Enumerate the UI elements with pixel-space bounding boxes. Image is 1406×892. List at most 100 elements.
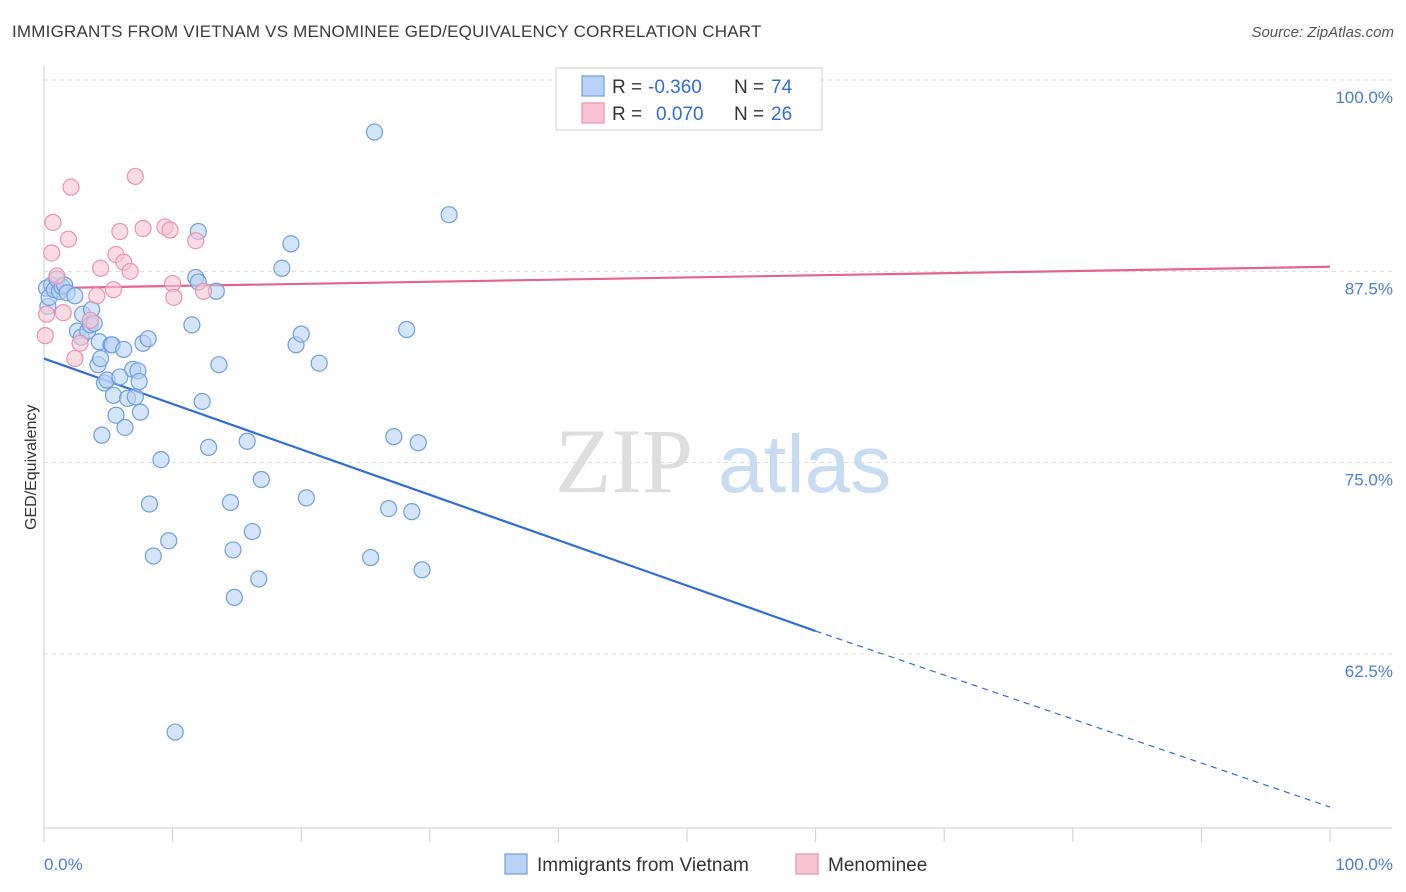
vietnam-point-40 — [144, 547, 162, 565]
trendlines — [43, 265, 1331, 808]
vietnam-point-68 — [385, 428, 403, 446]
y-axis-label: GED/Equivalency — [23, 405, 40, 530]
vietnam-point-39 — [140, 495, 159, 513]
vietnam-point-71 — [409, 434, 427, 452]
menominee-point-7 — [62, 178, 80, 196]
bottom-legend-vietnam-swatch — [504, 853, 528, 875]
legend-vietnam-swatch — [581, 75, 605, 97]
vietnam-point-27 — [107, 406, 125, 424]
menominee-point-1 — [37, 305, 56, 323]
menominee-point-24 — [187, 232, 205, 250]
menominee-point-12 — [91, 259, 110, 277]
vietnam-point-41 — [152, 451, 170, 469]
menominee-point-6 — [59, 230, 78, 248]
series-vietnam-points — [37, 123, 458, 741]
vietnam-trendline-solid — [43, 357, 816, 633]
correlation-legend: R = -0.360 N = 74 R = 0.070 N = 26 — [555, 67, 823, 131]
menominee-point-11 — [88, 287, 106, 305]
vietnam-point-30 — [116, 418, 134, 437]
vietnam-point-66 — [365, 123, 384, 141]
vietnam-point-55 — [238, 432, 256, 450]
vietnam-point-56 — [243, 522, 261, 541]
menominee-point-23 — [165, 288, 183, 306]
legend-r-value-2: 0.070 — [656, 104, 704, 125]
vietnam-point-62 — [292, 325, 310, 343]
vietnam-point-60 — [282, 235, 300, 253]
vietnam-point-38 — [139, 330, 157, 348]
menominee-point-18 — [126, 167, 144, 186]
y-tick-label-1: 75.0% — [1345, 471, 1393, 490]
legend-n-value-2: 26 — [771, 104, 792, 125]
menominee-point-15 — [111, 222, 129, 241]
menominee-point-0 — [36, 327, 54, 345]
vietnam-point-28 — [111, 368, 129, 386]
vietnam-point-51 — [210, 356, 228, 374]
x-tick-label-0: 0.0% — [44, 855, 83, 874]
y-tick-label-0: 62.5% — [1345, 662, 1393, 681]
vietnam-point-57 — [250, 570, 268, 588]
vietnam-point-69 — [398, 320, 416, 339]
bottom-legend-menominee-label: Menominee — [828, 855, 927, 876]
vietnam-point-36 — [131, 403, 150, 421]
vietnam-point-44 — [183, 316, 201, 334]
menominee-point-19 — [134, 219, 152, 238]
tick-labels: 62.5% 75.0% 87.5% 100.0% 0.0% 100.0% — [44, 88, 1393, 874]
vietnam-point-67 — [380, 499, 398, 518]
menominee-trendline — [43, 265, 1331, 290]
vietnam-point-33 — [126, 388, 144, 406]
vietnam-point-65 — [362, 548, 380, 567]
menominee-point-5 — [54, 304, 72, 322]
legend-r-value-1: -0.360 — [648, 77, 702, 98]
vietnam-point-10 — [66, 287, 84, 305]
vietnam-point-42 — [160, 532, 178, 550]
menominee-point-4 — [48, 267, 66, 285]
vietnam-point-35 — [130, 372, 148, 391]
vietnam-point-54 — [225, 588, 243, 606]
legend-n-label-2: N = — [734, 104, 764, 125]
vietnam-point-59 — [273, 259, 291, 277]
legend-n-label-1: N = — [734, 77, 764, 98]
vietnam-point-29 — [115, 340, 133, 358]
x-tick-label-1: 100.0% — [1335, 855, 1393, 874]
series-legend: Immigrants from Vietnam Menominee — [504, 853, 927, 876]
vietnam-point-43 — [166, 723, 184, 741]
legend-menominee-swatch — [581, 102, 605, 124]
menominee-point-3 — [44, 213, 62, 231]
gridlines — [44, 79, 1392, 655]
vietnam-trendline-dashed — [815, 630, 1331, 808]
vietnam-point-70 — [403, 503, 421, 521]
vietnam-point-64 — [310, 354, 328, 372]
menominee-point-2 — [43, 244, 61, 262]
vietnam-point-73 — [440, 206, 458, 224]
series-menominee-points — [36, 167, 213, 368]
source-label: Source: ZipAtlas.com — [1251, 24, 1394, 41]
menominee-point-8 — [66, 349, 84, 368]
menominee-point-10 — [81, 311, 99, 329]
vietnam-point-48 — [193, 392, 211, 411]
menominee-point-17 — [121, 262, 139, 280]
vietnam-point-20 — [91, 349, 110, 368]
axes — [43, 66, 1392, 842]
legend-n-value-1: 74 — [771, 77, 793, 98]
menominee-point-21 — [161, 221, 179, 239]
vietnam-point-63 — [297, 489, 315, 507]
menominee-point-13 — [104, 281, 123, 299]
vietnam-point-58 — [252, 470, 270, 489]
vietnam-point-53 — [224, 541, 242, 559]
vietnam-point-72 — [413, 561, 431, 579]
vietnam-point-21 — [93, 426, 111, 444]
menominee-point-25 — [194, 282, 213, 300]
menominee-point-9 — [71, 334, 89, 352]
bottom-legend-vietnam-label: Immigrants from Vietnam — [537, 855, 749, 876]
chart-title: IMMIGRANTS FROM VIETNAM VS MENOMINEE GED… — [12, 22, 762, 41]
watermark-zip: ZIP — [555, 410, 693, 512]
y-tick-label-3: 100.0% — [1335, 88, 1393, 107]
bottom-legend-menominee-swatch — [795, 853, 819, 875]
legend-r-label-2: R = — [612, 104, 642, 125]
watermark-atlas: atlas — [718, 419, 891, 510]
y-tick-label-2: 87.5% — [1345, 279, 1393, 298]
vietnam-point-52 — [221, 493, 240, 512]
legend-r-label-1: R = — [612, 77, 642, 98]
vietnam-point-26 — [104, 386, 123, 404]
